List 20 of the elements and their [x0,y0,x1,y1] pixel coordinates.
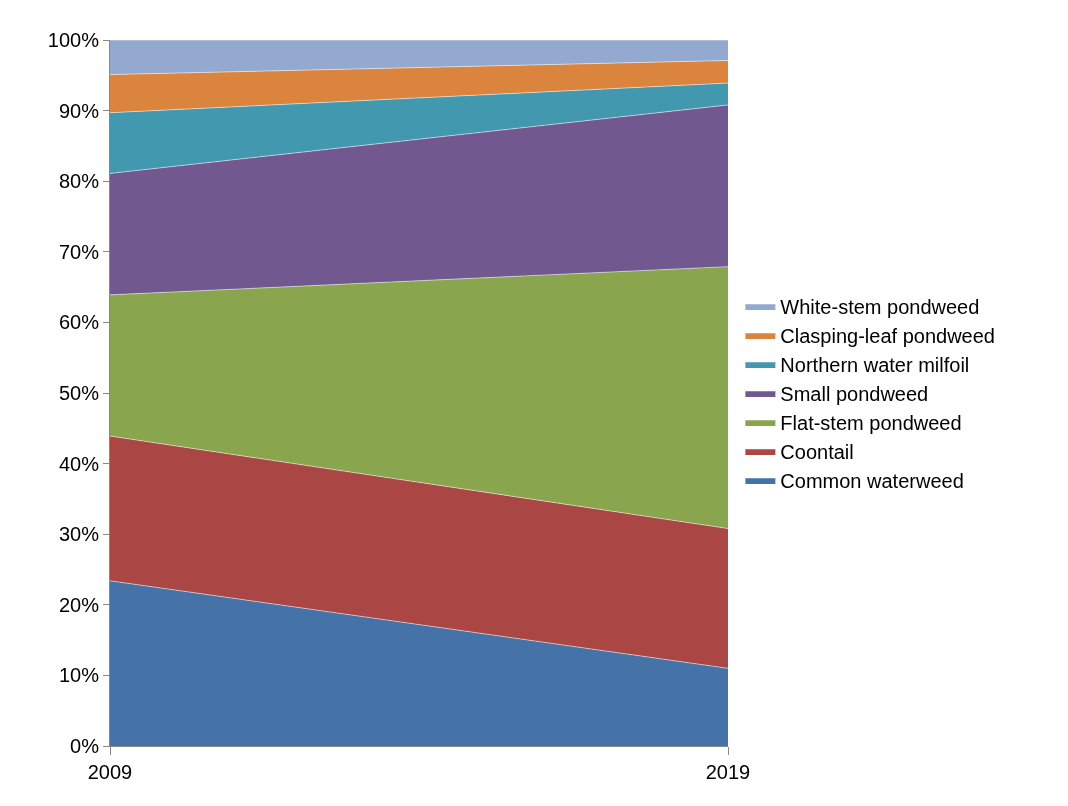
y-tick-label: 80% [58,170,100,193]
legend-label: Small pondweed [780,382,929,405]
legend-label: Common waterweed [780,469,964,492]
y-tick-label: 90% [58,99,100,122]
y-tick-label: 10% [58,664,100,687]
legend-label: Flat-stem pondweed [780,411,962,434]
y-tick-label: 20% [58,593,100,616]
y-tick-label: 50% [58,382,100,404]
y-tick-label: 40% [58,452,100,475]
y-tick-label: 30% [58,523,100,546]
y-tick-label: 0% [70,735,100,757]
legend-label: Clasping-leaf pondweed [780,324,995,347]
x-tick-label: 2019 [705,761,751,783]
legend-label: Coontail [780,440,854,463]
y-tick-label: 70% [58,240,100,263]
y-tick-label: 100% [47,29,100,51]
x-tick-label: 2009 [87,761,133,783]
legend-label: Northern water milfoil [780,353,970,376]
y-tick-label: 60% [58,311,100,334]
legend-label: White-stem pondweed [780,295,980,318]
